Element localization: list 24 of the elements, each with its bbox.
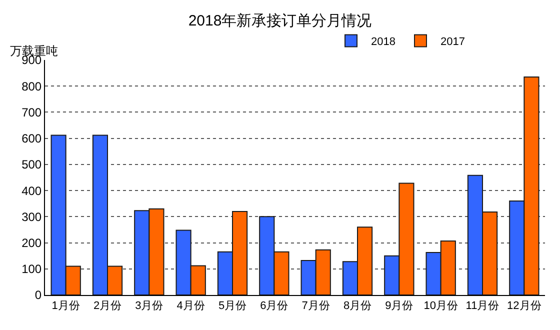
x-tick-label: 11月份 <box>466 300 500 312</box>
y-tick-label: 800 <box>22 79 42 94</box>
y-tick-label: 700 <box>22 105 42 120</box>
x-tick-label: 4月份 <box>176 300 205 312</box>
legend-label: 2018 <box>371 36 396 48</box>
x-tick-label: 2月份 <box>93 300 122 312</box>
y-tick-label: 600 <box>22 132 42 146</box>
y-tick-label: 500 <box>22 158 42 172</box>
chart-title: 2018年新承接订单分月情况 <box>188 12 372 30</box>
x-tick-label: 8月份 <box>343 300 372 312</box>
x-tick-label: 7月份 <box>302 300 330 312</box>
y-tick-label: 100 <box>22 262 42 276</box>
x-tick-label: 12月份 <box>507 300 542 312</box>
x-tick-label: 6月份 <box>260 300 288 312</box>
x-tick-label: 5月份 <box>218 300 247 312</box>
y-tick-label: 200 <box>22 236 42 250</box>
legend-label: 2017 <box>440 36 465 48</box>
y-tick-label: 300 <box>22 210 42 224</box>
x-tick-label: 9月份 <box>385 300 414 312</box>
x-tick-label: 10月份 <box>424 300 458 312</box>
x-tick-label: 3月份 <box>135 300 164 312</box>
y-tick-label: 0 <box>34 288 42 302</box>
y-tick-label: 400 <box>22 184 42 198</box>
x-tick-label: 1月份 <box>52 300 80 312</box>
